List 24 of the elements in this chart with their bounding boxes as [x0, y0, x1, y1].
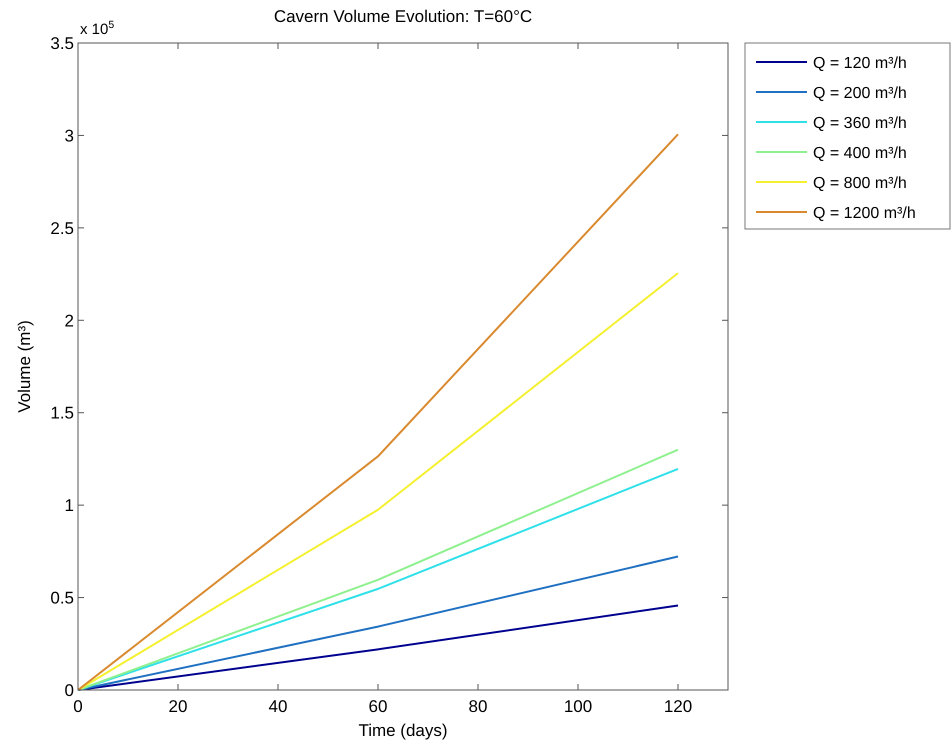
x-tick-label: 120 [664, 697, 692, 716]
y-tick-label: 1 [64, 496, 74, 516]
x-tick-label: 80 [468, 697, 488, 716]
y-tick-label: 0 [64, 681, 74, 700]
legend-label: Q = 120 m³/h [813, 55, 907, 72]
y-tick-label: 0.5 [50, 588, 74, 608]
x-tick-label: 20 [168, 697, 188, 716]
y-tick-label: 3.5 [50, 34, 74, 53]
y-tick-label: 3 [64, 126, 74, 146]
y-tick-label: 1.5 [50, 404, 74, 423]
x-tick-label: 40 [268, 697, 288, 716]
chart-title: Cavern Volume Evolution: T=60°C [274, 7, 532, 26]
text: x 10$^{5}$ [80, 19, 114, 38]
legend-label: Q = 800 m³/h [813, 175, 907, 192]
legend-label: Q = 1200 m³/h [813, 205, 916, 222]
legend-label: Q = 200 m³/h [813, 85, 907, 102]
legend-label: Q = 400 m³/h [813, 145, 907, 162]
x-axis-title: Time (days) [358, 721, 448, 740]
legend-label: Q = 360 m³/h [813, 115, 907, 132]
x-tick-label: 60 [368, 697, 388, 716]
x-tick-label: 100 [564, 697, 592, 716]
y-axis-title: Volume (m³) [15, 320, 34, 413]
y-tick-label: 2 [64, 311, 74, 330]
y-tick-label: 2.5 [50, 218, 74, 238]
